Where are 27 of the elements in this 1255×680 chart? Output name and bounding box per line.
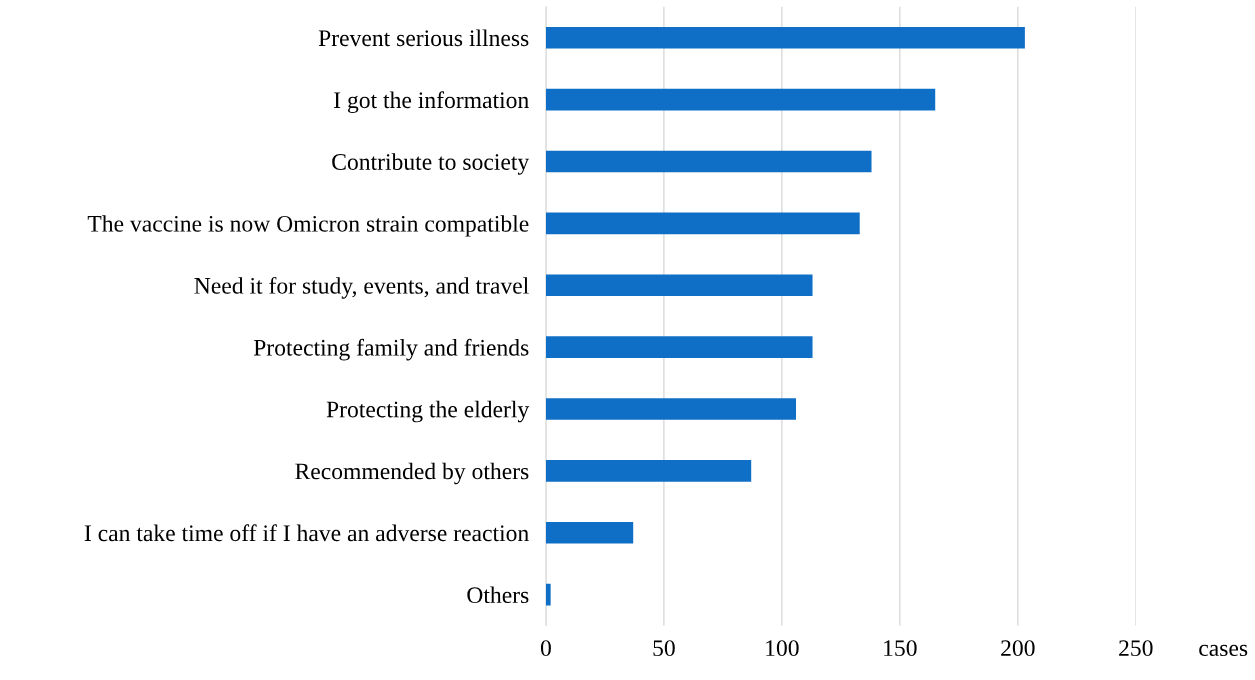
y-tick-label: Others (467, 586, 529, 604)
x-tick-label: 250 (1119, 640, 1153, 657)
y-tick-label: Recommended by others (295, 462, 529, 485)
y-tick-label: The vaccine is now Omicron strain compatible (87, 215, 529, 237)
bar (545, 336, 813, 358)
bar (545, 460, 752, 482)
y-tick-label: Contribute to society (332, 153, 530, 175)
x-tick-label: 100 (766, 640, 799, 657)
bar (545, 583, 551, 606)
y-tick-label: Prevent serious illness (318, 29, 529, 47)
x-tick-label: 200 (1001, 640, 1035, 657)
y-tick-label: Need it for study, events, and travel (194, 276, 529, 299)
bar (545, 212, 860, 235)
x-tick-label: 0 (540, 640, 551, 657)
bar (545, 521, 634, 544)
y-tick-label: Protecting family and friends (253, 338, 529, 361)
bar (545, 150, 872, 173)
bar (545, 88, 936, 111)
x-tick-label: 50 (653, 640, 675, 657)
y-tick-label: I can take time off if I have an adverse reaction (84, 524, 529, 542)
y-tick-label: Protecting the elderly (326, 400, 530, 423)
x-tick-label: 150 (884, 640, 917, 657)
bar (545, 274, 813, 297)
y-tick-label: I got the information (334, 91, 529, 114)
x-axis-title: cases (1199, 644, 1248, 657)
bar (545, 398, 797, 420)
bar (545, 26, 1025, 49)
